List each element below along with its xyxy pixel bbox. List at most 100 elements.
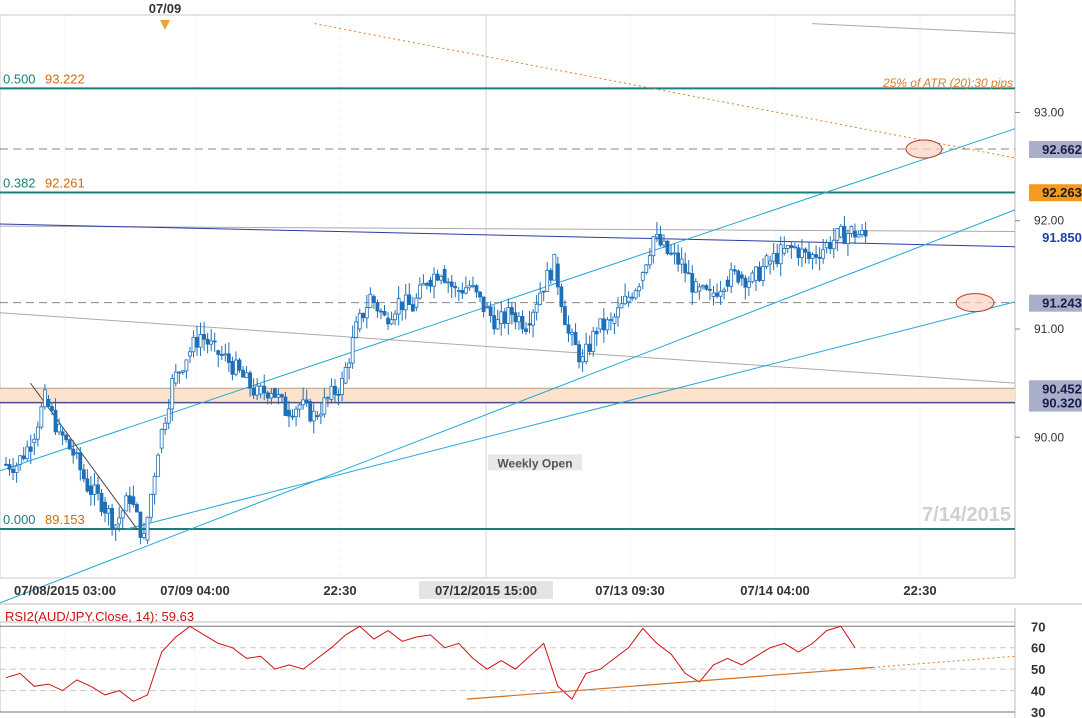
candle-body — [163, 422, 168, 430]
candle-body — [817, 256, 822, 259]
price-tag-label: 92.263 — [1042, 185, 1082, 200]
candle-body — [594, 330, 599, 335]
time-axis: 07/08/2015 03:00 07/09 04:00 22:30 07/12/20… — [0, 581, 1082, 605]
candle-body — [686, 272, 691, 275]
candle-body — [768, 260, 772, 265]
candle-body — [463, 287, 468, 294]
candle-body — [612, 316, 617, 324]
candle-body — [481, 296, 486, 312]
candle-body — [209, 340, 214, 345]
channel-middle-line — [0, 209, 1016, 604]
candle-body — [633, 290, 638, 299]
candle-body — [354, 321, 359, 338]
candle-body — [655, 233, 659, 238]
x-tick-label: 07/08/2015 03:00 — [14, 583, 116, 598]
candle-body — [718, 291, 723, 297]
fib-price-label: 89.153 — [45, 512, 85, 527]
candle-body — [14, 465, 19, 473]
candle-body — [396, 298, 401, 315]
candle-body — [425, 283, 429, 286]
candle-body — [693, 281, 698, 293]
candle-body — [446, 281, 451, 284]
candle-body — [485, 306, 490, 309]
candle-body — [842, 225, 847, 245]
candle-body — [478, 291, 482, 298]
candle-body — [237, 359, 242, 371]
candle-body — [647, 255, 652, 266]
date-watermark: 7/14/2015 — [922, 504, 1011, 526]
candle-body — [74, 452, 79, 455]
candle-body — [754, 266, 758, 281]
candle-body — [449, 281, 454, 287]
candle-body — [71, 448, 76, 456]
candle-body — [566, 324, 571, 334]
candle-body — [764, 255, 769, 267]
y-tick-label: 90.00 — [1034, 430, 1064, 444]
candle-body — [577, 344, 581, 363]
channel-lower-line — [126, 301, 1016, 530]
candle-body — [96, 484, 100, 494]
candle-body — [584, 343, 589, 362]
candle-body — [651, 236, 656, 257]
candle-body — [743, 277, 748, 288]
candle-body — [580, 356, 585, 363]
candle-body — [538, 292, 543, 305]
candle-body — [389, 319, 394, 325]
support-zone — [0, 387, 1015, 404]
rsi-y-tick-label: 60 — [1031, 641, 1045, 656]
fib-ratio-label: 0.000 — [3, 512, 36, 527]
candle-body — [789, 245, 794, 248]
candle-body — [311, 410, 316, 422]
candle-body — [541, 290, 546, 293]
candle-body — [605, 319, 610, 331]
candle-body — [520, 315, 525, 330]
candle-body — [591, 330, 596, 352]
candle-body — [283, 396, 288, 416]
candle-body — [230, 361, 235, 375]
candle-body — [60, 431, 65, 436]
candle-body — [609, 319, 613, 321]
atr-note: 25% of ATR (20):30 pips — [882, 76, 1013, 90]
candle-body — [807, 251, 811, 259]
candle-body — [357, 312, 362, 330]
fib-price-label: 93.222 — [45, 71, 85, 86]
candle-body — [509, 307, 514, 315]
candle-body — [849, 226, 854, 234]
x-tick-label: 07/09 04:00 — [160, 583, 229, 598]
candle-body — [570, 332, 574, 335]
candle-body — [46, 398, 51, 407]
candle-body — [435, 273, 440, 281]
candle-body — [400, 301, 405, 311]
candle-body — [205, 338, 210, 345]
rsi-y-tick-label: 40 — [1031, 684, 1045, 699]
orange-dotted-trendline — [314, 23, 1016, 159]
candle-body — [127, 495, 132, 504]
candle-body — [640, 272, 645, 281]
candle-body — [474, 285, 479, 293]
candle-body — [722, 289, 727, 292]
candle-body — [262, 385, 267, 394]
price-tag-label: 91.850 — [1042, 230, 1082, 245]
candle-body — [343, 367, 348, 384]
candle-body — [379, 310, 383, 313]
candle-body — [746, 281, 751, 288]
x-tick-label: 22:30 — [903, 583, 936, 598]
candle-body — [191, 336, 196, 353]
candle-body — [53, 409, 58, 433]
candle-body — [32, 438, 37, 444]
candle-body — [669, 252, 673, 255]
candle-body — [616, 307, 620, 318]
candle-body — [375, 302, 380, 312]
price-axis: 93.00 92.00 91.00 90.00 92.662 92.263 91.850 91… — [1015, 105, 1082, 444]
gray-topline — [811, 23, 1016, 34]
candle-body — [371, 296, 376, 304]
candle-body — [502, 311, 507, 324]
candle-body — [750, 272, 755, 283]
candle-body — [704, 285, 709, 290]
candle-body — [729, 269, 734, 287]
candle-body — [432, 273, 436, 287]
candle-body — [78, 452, 83, 471]
top-marker-arrow — [160, 20, 170, 30]
candle-body — [548, 269, 553, 281]
candle-body — [280, 394, 284, 398]
